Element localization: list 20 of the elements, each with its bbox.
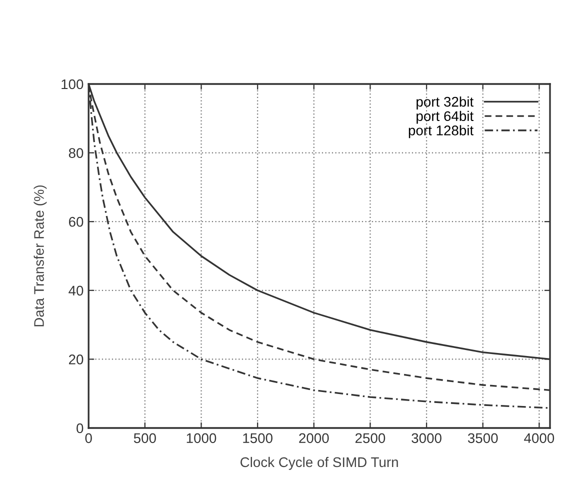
x-tick-label: 2500: [355, 433, 386, 444]
legend-label: port 64bit: [416, 110, 474, 124]
x-tick-label: 500: [134, 433, 156, 444]
y-tick-label: 20: [68, 354, 84, 364]
y-tick-label: 40: [68, 286, 84, 296]
x-tick-label: 1000: [186, 433, 216, 444]
y-tick-label: 0: [76, 423, 84, 434]
x-axis-title: Clock Cycle of SIMD Turn: [240, 456, 398, 470]
x-tick-label: 4000: [524, 433, 554, 444]
y-tick-label: 60: [68, 216, 84, 227]
legend-label: port 32bit: [416, 96, 474, 110]
legend-label: port 128bit: [408, 125, 474, 138]
x-tick-label: 0: [85, 433, 92, 444]
y-axis-title: Data Transfer Rate (%): [34, 185, 47, 326]
y-tick-label: 80: [68, 148, 84, 158]
x-tick-label: 2000: [299, 433, 329, 444]
x-tick-label: 3000: [412, 433, 442, 444]
x-tick-label: 3500: [468, 433, 498, 444]
x-tick-label: 1500: [243, 433, 272, 444]
y-tick-label: 100: [62, 79, 84, 90]
